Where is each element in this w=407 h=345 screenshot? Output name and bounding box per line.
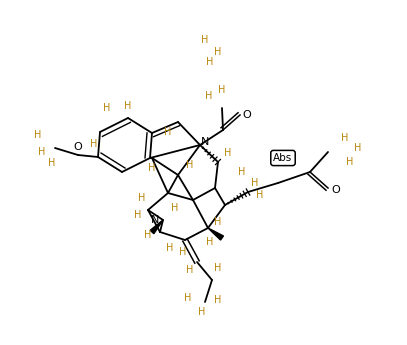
Text: H: H xyxy=(186,160,194,170)
Text: H: H xyxy=(148,163,156,173)
Text: H: H xyxy=(201,35,209,45)
Polygon shape xyxy=(208,228,223,240)
Text: H: H xyxy=(124,101,132,111)
Text: H: H xyxy=(214,295,222,305)
Text: H: H xyxy=(214,263,222,273)
Text: Abs: Abs xyxy=(274,153,293,163)
Text: H: H xyxy=(90,139,98,149)
Text: H: H xyxy=(48,158,56,168)
Text: O: O xyxy=(243,110,252,120)
Text: H: H xyxy=(214,47,222,57)
Text: H: H xyxy=(103,103,111,113)
Text: H: H xyxy=(134,210,142,220)
Text: H: H xyxy=(164,127,172,137)
Text: H: H xyxy=(144,230,152,240)
Text: H: H xyxy=(171,203,179,213)
Text: H: H xyxy=(341,133,349,143)
Text: H: H xyxy=(239,167,246,177)
Text: O: O xyxy=(74,142,82,152)
Text: H: H xyxy=(256,190,264,200)
Text: H: H xyxy=(354,143,362,153)
Text: N: N xyxy=(201,137,209,147)
Polygon shape xyxy=(150,220,163,234)
Text: H: H xyxy=(206,57,214,67)
Text: H: H xyxy=(166,243,174,253)
Text: H: H xyxy=(179,247,187,257)
Text: H: H xyxy=(34,130,42,140)
Text: H: H xyxy=(138,193,146,203)
Text: H: H xyxy=(186,265,194,275)
Text: O: O xyxy=(332,185,340,195)
Text: H: H xyxy=(251,178,259,188)
Text: N: N xyxy=(151,215,159,225)
Text: H: H xyxy=(38,147,46,157)
Text: H: H xyxy=(346,157,354,167)
Text: H: H xyxy=(205,91,213,101)
Text: H: H xyxy=(198,307,206,317)
Text: H: H xyxy=(184,293,192,303)
Text: H: H xyxy=(224,148,232,158)
Text: H: H xyxy=(214,217,222,227)
Text: H: H xyxy=(218,85,226,95)
Text: H: H xyxy=(206,237,214,247)
